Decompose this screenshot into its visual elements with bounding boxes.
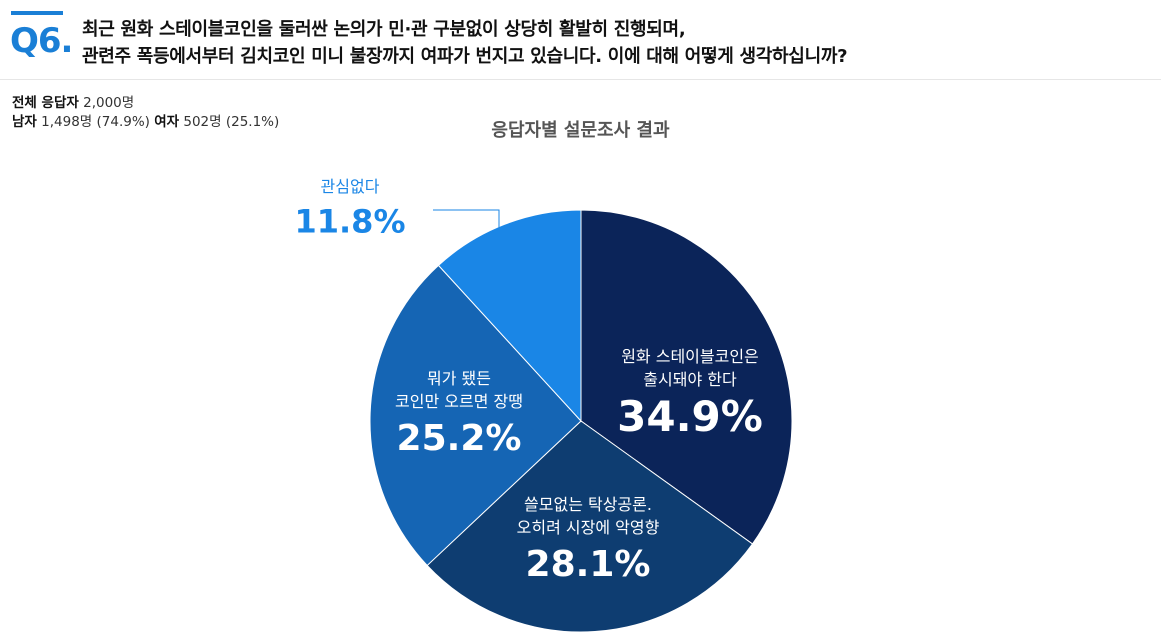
slice-label-4-line-1: 관심없다 — [321, 177, 380, 196]
pie-slice-4 — [437, 209, 582, 423]
header-divider — [0, 79, 1161, 80]
slice-value-3: 25.2% — [397, 418, 522, 459]
slice-label-2-line-1: 쓸모없는 탁상공론. — [524, 495, 652, 514]
pie-slice-1 — [580, 209, 793, 545]
pie-slice-2 — [426, 420, 754, 633]
question-line-2: 관련주 폭등에서부터 김치코인 미니 불장까지 여파가 번지고 있습니다. 이에… — [82, 46, 848, 67]
respondent-total: 전체 응답자 2,000명 — [12, 94, 279, 113]
total-label: 전체 응답자 — [12, 95, 79, 111]
male-value: 1,498명 (74.9%) — [41, 114, 150, 130]
slice-value-2: 28.1% — [526, 544, 651, 585]
question-number: Q6. — [10, 21, 73, 61]
slice-value-4: 11.8% — [294, 203, 405, 241]
respondent-summary: 전체 응답자 2,000명 남자 1,498명 (74.9%) 여자 502명 … — [12, 94, 279, 132]
slice-label-3-line-1: 뭐가 됐든 — [427, 369, 491, 388]
respondent-gender: 남자 1,498명 (74.9%) 여자 502명 (25.1%) — [12, 113, 279, 132]
slice-label-1-line-1: 원화 스테이블코인은 — [621, 347, 759, 366]
slice-label-3-line-2: 코인만 오르면 장땡 — [395, 392, 523, 411]
question-line-1: 최근 원화 스테이블코인을 둘러싼 논의가 민·관 구분없이 상당히 활발히 진… — [82, 19, 686, 40]
slice-label-1-line-2: 출시돼야 한다 — [643, 370, 737, 389]
leader-line — [433, 209, 500, 229]
chart-title: 응답자별 설문조사 결과 — [491, 120, 670, 141]
question-text: 최근 원화 스테이블코인을 둘러싼 논의가 민·관 구분없이 상당히 활발히 진… — [82, 16, 848, 70]
slice-label-2-line-2: 오히려 시장에 악영향 — [517, 518, 660, 537]
pie-slice-3 — [369, 264, 582, 567]
total-value: 2,000명 — [83, 95, 135, 111]
female-label: 여자 — [154, 114, 180, 130]
female-value: 502명 (25.1%) — [183, 114, 280, 130]
slice-value-1: 34.9% — [617, 392, 763, 441]
male-label: 남자 — [12, 114, 37, 130]
question-accent-bar — [11, 11, 63, 15]
